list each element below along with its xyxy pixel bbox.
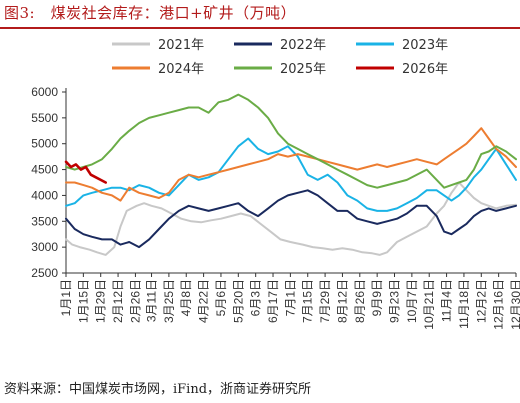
series-line-2023 <box>65 137 517 212</box>
y-tick-label: 2500 <box>31 266 58 280</box>
x-tick-label: 12月2日 <box>474 279 488 323</box>
series-line-2021 <box>65 181 517 256</box>
x-tick-label: 10月21日 <box>422 279 436 330</box>
y-tick-label: 4500 <box>31 163 58 177</box>
x-tick-label: 5月20日 <box>231 279 245 323</box>
source-note: 资料来源：中国煤炭市场网，iFind，浙商证券研究所 <box>4 382 312 397</box>
x-tick-label: 7月1日 <box>283 279 297 316</box>
x-tick-label: 4月22日 <box>197 279 211 323</box>
title-rule <box>0 27 520 29</box>
x-tick-label: 1月1日 <box>59 279 73 316</box>
x-tick-label: 12月16日 <box>492 279 506 330</box>
y-tick-label: 4000 <box>31 188 58 202</box>
x-tick-label: 5月6日 <box>214 279 228 316</box>
x-tick-label: 7月15日 <box>301 279 315 323</box>
legend-label: 2026年 <box>402 62 448 77</box>
x-tick-label: 1月29日 <box>94 279 108 323</box>
y-tick-label: 5000 <box>31 137 58 151</box>
y-tick-label: 5500 <box>31 111 58 125</box>
y-tick-label: 3000 <box>31 240 58 254</box>
x-tick-label: 4月8日 <box>179 279 193 316</box>
legend: 2021年 2022年 2023年 2024年 2025年 2026年 <box>112 38 448 77</box>
series-line-2022 <box>65 189 517 249</box>
series-line-2024 <box>65 127 517 202</box>
series-line-2026 <box>64 160 107 184</box>
legend-label: 2024年 <box>158 62 204 77</box>
x-tick-label: 10月7日 <box>405 279 419 323</box>
legend-label: 2025年 <box>280 62 326 77</box>
x-tick-label: 3月25日 <box>162 279 176 323</box>
x-tick-label: 8月26日 <box>353 279 367 323</box>
x-tick-label: 9月23日 <box>388 279 402 323</box>
axes: 2500 3000 3500 4000 4500 5000 5500 6000 1月1日 1月15… <box>31 85 520 330</box>
x-tick-label: 3月11日 <box>145 279 159 322</box>
series-line-2025 <box>65 93 517 189</box>
x-tick-label: 11月18日 <box>457 279 471 329</box>
legend-label: 2022年 <box>280 38 326 53</box>
y-tick-label: 6000 <box>31 85 58 99</box>
x-tick-label: 8月12日 <box>335 279 349 323</box>
series-layer <box>64 93 517 256</box>
x-tick-label: 9月9日 <box>370 279 384 316</box>
figure-title: 图3: 煤炭社会库存：港口+矿井（万吨） <box>4 4 297 22</box>
x-tick-label: 2月12日 <box>111 279 125 323</box>
x-tick-label: 6月3日 <box>249 279 263 316</box>
y-tick-label: 3500 <box>31 214 58 228</box>
x-tick-label: 2月26日 <box>128 279 142 323</box>
x-tick-label: 6月17日 <box>266 279 280 323</box>
legend-label: 2023年 <box>402 38 448 53</box>
x-tick-label: 11月4日 <box>440 279 454 322</box>
legend-label: 2021年 <box>158 38 204 53</box>
x-tick-label: 7月29日 <box>318 279 332 323</box>
x-tick-label: 1月15日 <box>76 279 90 323</box>
x-tick-label: 12月30日 <box>509 279 520 330</box>
line-chart: 2021年 2022年 2023年 2024年 2025年 2026年 2500 3000 3… <box>31 38 520 330</box>
